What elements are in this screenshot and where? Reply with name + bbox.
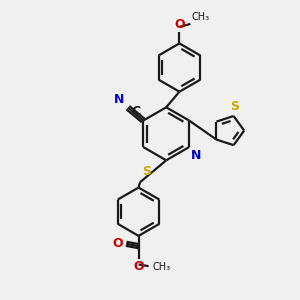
Text: S: S xyxy=(230,100,239,113)
Text: CH₃: CH₃ xyxy=(152,262,170,272)
Text: O: O xyxy=(174,18,185,31)
Text: N: N xyxy=(114,93,124,106)
Text: C: C xyxy=(132,105,141,118)
Text: S: S xyxy=(142,165,151,178)
Text: O: O xyxy=(112,237,123,250)
Text: N: N xyxy=(191,149,201,162)
Text: CH₃: CH₃ xyxy=(192,12,210,22)
Text: O: O xyxy=(133,260,144,273)
